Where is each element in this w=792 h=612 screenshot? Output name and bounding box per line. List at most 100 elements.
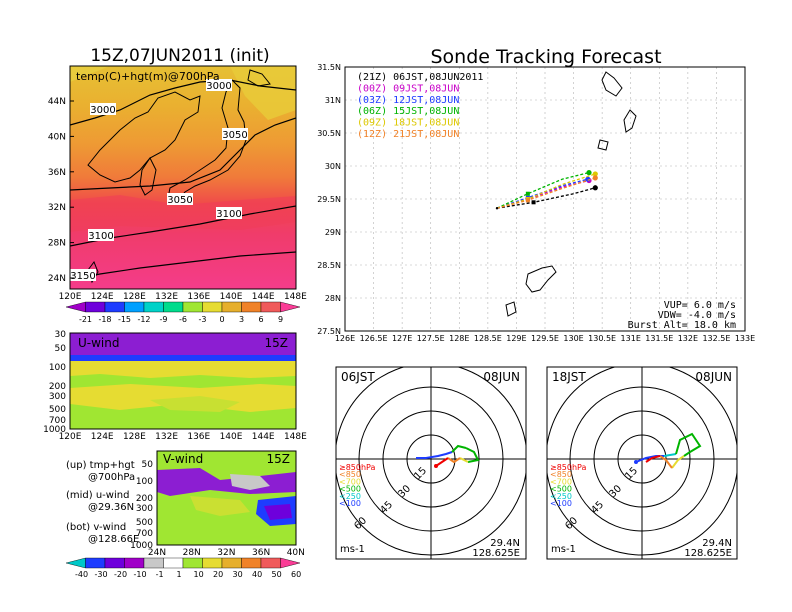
panel-notes: (up) tmp+hgt@700hPa (mid) u-wind@29.36N (b… <box>66 460 139 545</box>
hodo-legend-entry: <100 <box>550 499 572 508</box>
lon-tick-label: 132E <box>155 432 178 442</box>
u-wind-band <box>70 361 296 378</box>
cool-corner <box>70 66 110 82</box>
colorbar-segment <box>182 557 203 569</box>
colorbar-label: -15 <box>118 315 131 324</box>
colorbar-segment <box>260 557 281 569</box>
u-wind-strong-band <box>70 355 296 361</box>
colorbar-segment <box>143 301 164 313</box>
map-lat-labels: 44N 40N 36N 32N 28N 24N <box>48 97 74 284</box>
hodograph-left-lat: 29.4N <box>490 538 520 549</box>
hodo-segment <box>435 457 449 467</box>
coast-island <box>505 301 517 317</box>
track-end-point <box>586 170 592 176</box>
hodo-legend-entry: <250 <box>339 492 361 501</box>
colorbar-segment <box>65 557 86 569</box>
pressure-tick-label: 300 <box>136 504 153 514</box>
x-tick-label: 132.5E <box>702 334 730 343</box>
v-wind-band <box>264 504 292 520</box>
lon-tick-label: 136E <box>187 432 210 442</box>
u-wind-band <box>150 396 240 412</box>
coast-tanegashima <box>623 109 637 133</box>
pressure-tick-label: 1000 <box>43 425 66 435</box>
contour-label: 3100 <box>216 209 241 220</box>
colorbar-segment <box>65 301 86 313</box>
hodograph-right-ring-labels: 15 30 45 60 <box>563 465 640 532</box>
colorbar-segment <box>260 301 281 313</box>
ring-label: 30 <box>607 483 624 500</box>
colorbar-label: 60 <box>291 570 301 579</box>
y-tick-label: 30.5N <box>317 129 341 138</box>
hodo-legend-entry: <700 <box>339 477 361 486</box>
hodo-segment <box>459 457 469 463</box>
hodo-segment <box>447 457 461 464</box>
vdw-text: VDW= -4.0 m/s <box>658 310 736 321</box>
colorbar-label: 3 <box>239 315 244 324</box>
temp-colorbar: -21 -18 -15 -12 -9 -6 -3 0 3 6 9 <box>65 301 301 324</box>
x-tick-label: 128.5E <box>474 334 502 343</box>
x-tick-label: 127E <box>392 334 412 343</box>
hodo-legend-entry: <500 <box>339 485 361 494</box>
lat-tick-label: 24N <box>148 548 166 558</box>
colorbar-label: -10 <box>134 570 147 579</box>
colorbar-segment <box>85 557 106 569</box>
warm-band <box>70 195 296 232</box>
contour-label: 3150 <box>70 271 95 282</box>
contour-labels: 3000 3000 3050 3050 3100 3100 3150 <box>70 79 248 282</box>
hodo-legend-entry: <100 <box>339 499 361 508</box>
lat-tick-label: 28N <box>183 548 201 558</box>
colorbar-segment <box>241 557 262 569</box>
hodo-legend-entry: ≥850hPa <box>339 463 376 472</box>
hodograph-left: 06JST 08JUN 29.4N 128.625E ms-1 15 30 45… <box>335 366 527 560</box>
lat-tick-label: 36N <box>252 548 270 558</box>
colorbar-segment <box>280 557 301 569</box>
track-legend: (21Z) 06JST,08JUN2011(00Z) 09JST,08JUN(0… <box>357 72 483 140</box>
hodo-segment <box>675 432 702 457</box>
ring-label: 15 <box>412 465 429 482</box>
lat-tick-label: 36N <box>48 168 66 178</box>
hodo-legend-entry: <850 <box>550 470 572 479</box>
x-tick-label: 132E <box>678 334 698 343</box>
lon-tick-label: 140E <box>220 292 243 302</box>
colorbar-segment <box>104 557 125 569</box>
hodograph-left-trace <box>416 444 480 468</box>
x-tick-label: 129.5E <box>531 334 559 343</box>
note-line: @29.36N <box>88 502 134 513</box>
hodo-start-dot <box>434 464 438 468</box>
u-wind-frame <box>69 332 297 430</box>
track-series <box>495 170 598 210</box>
colorbar-label: -20 <box>114 570 127 579</box>
note-line: (mid) u-wind <box>66 490 129 501</box>
track-mid-point <box>531 200 536 205</box>
colorbar-label: 0 <box>219 315 224 324</box>
coast-amami <box>525 265 557 293</box>
lon-tick-label: 120E <box>59 432 82 442</box>
v-wind-lat-labels: 24N 28N 32N 36N 40N <box>148 548 305 558</box>
v-wind-frame <box>156 450 297 546</box>
hodograph-right-lon: 128.625E <box>684 548 732 559</box>
ring-label: 15 <box>623 465 640 482</box>
colorbar-label: 1 <box>177 570 182 579</box>
hodograph-left-unit: ms-1 <box>340 544 365 555</box>
lon-tick-label: 132E <box>155 292 178 302</box>
v-wind-field <box>157 451 296 545</box>
legend-entry: (03Z) 12JST,08JUN <box>357 95 459 106</box>
hodograph-right-date: 08JUN <box>695 370 732 384</box>
colorbar-label: 50 <box>272 570 282 579</box>
ring-label: 45 <box>589 499 606 516</box>
x-tick-label: 128E <box>449 334 469 343</box>
y-tick-label: 29.5N <box>317 195 341 204</box>
pressure-tick-label: 30 <box>55 330 67 340</box>
track-end-point <box>592 185 598 191</box>
hodograph-right: 18JST 08JUN 29.4N 128.625E ms-1 15 30 45… <box>546 366 738 560</box>
note-line: (up) tmp+hgt <box>66 460 135 471</box>
burst-alt-text: Burst Alt= 18.0 km <box>628 320 736 331</box>
y-tick-label: 31.5N <box>317 63 341 72</box>
lon-tick-label: 124E <box>91 432 114 442</box>
colorbar-label: -21 <box>79 315 92 324</box>
track-x-labels: 126E 126.5E 127E 127.5E 128E 128.5E 129E 129.5E… <box>335 334 755 343</box>
